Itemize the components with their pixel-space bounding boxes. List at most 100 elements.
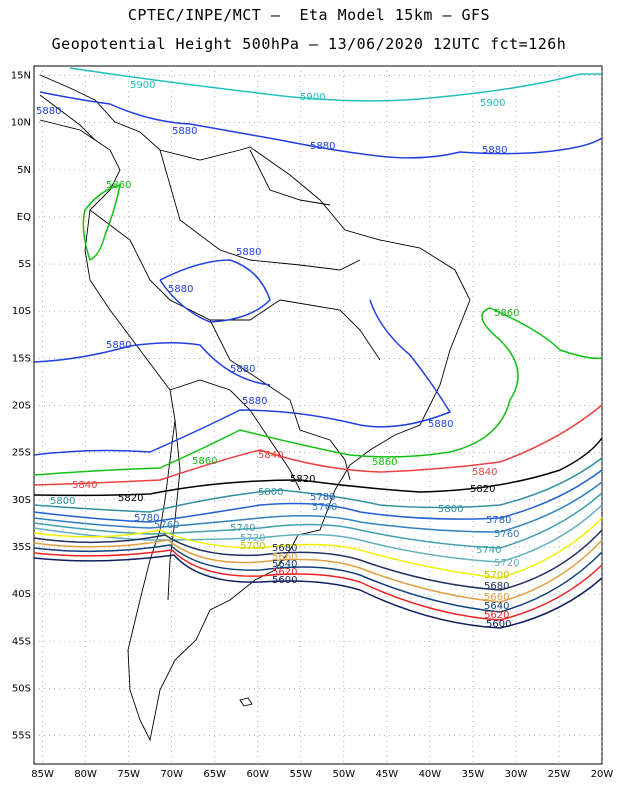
lat-tick-label: EQ xyxy=(17,212,31,223)
contour-label: 5880 xyxy=(242,396,267,407)
contour-label: 5700 xyxy=(240,541,265,552)
contour-label: 5880 xyxy=(106,340,131,351)
country-border-2 xyxy=(89,209,281,321)
lat-tick-label: 40S xyxy=(12,589,31,600)
contour-label: 5800 xyxy=(438,504,463,515)
country-border-5 xyxy=(167,419,181,601)
map-subtitle: Geopotential Height 500hPa – 13/06/2020 … xyxy=(51,35,567,53)
contour-5880-west xyxy=(33,341,271,386)
lat-tick-label: 55S xyxy=(12,731,31,742)
contour-label: 5860 xyxy=(372,457,397,468)
contour-labels: 5900 5900 5900 5880 5880 5880 5880 5880 … xyxy=(36,80,519,630)
lat-tick-label: 45S xyxy=(12,636,31,647)
contour-5760 xyxy=(33,481,603,533)
lon-tick-label: 65W xyxy=(203,769,226,780)
contour-label: 5660 xyxy=(272,552,297,563)
contour-5620 xyxy=(33,549,603,621)
lat-tick-label: 5S xyxy=(18,259,31,270)
contour-label: 5880 xyxy=(168,284,193,295)
contour-label: 5620 xyxy=(484,610,509,621)
lon-tick-label: 25W xyxy=(548,769,571,780)
contour-label: 5600 xyxy=(272,575,297,586)
contour-5900 xyxy=(69,67,602,102)
contour-5700 xyxy=(33,517,603,579)
contour-label: 5900 xyxy=(480,98,505,109)
lat-tick-label: 5N xyxy=(17,165,31,176)
contour-label: 5900 xyxy=(300,92,325,103)
contour-5780 xyxy=(33,469,603,523)
lon-tick-label: 75W xyxy=(117,769,140,780)
lat-tick-label: 10S xyxy=(12,306,31,317)
contour-5800 xyxy=(33,457,603,513)
contour-label: 5880 xyxy=(236,247,261,258)
lon-tick-label: 80W xyxy=(74,769,97,780)
contour-label: 5860 xyxy=(494,308,519,319)
contour-label: 5660 xyxy=(484,592,509,603)
contour-label: 5820 xyxy=(118,493,143,504)
contour-label: 5860 xyxy=(106,180,131,191)
central-america-coastline xyxy=(39,119,96,141)
contour-label: 5880 xyxy=(230,364,255,375)
contour-5820 xyxy=(33,437,603,497)
south-america-coastline xyxy=(39,74,471,742)
contour-label: 5820 xyxy=(290,474,315,485)
contour-5860-main xyxy=(33,307,603,476)
lat-tick-label: 25S xyxy=(12,448,31,459)
axis-ticks: 15N 10N 5N EQ 5S 10S 15S 20S 25S 30S 35S 40S 45S 50S 5… xyxy=(11,70,614,780)
contour-label: 5880 xyxy=(482,145,507,156)
contour-label: 5760 xyxy=(494,529,519,540)
contour-label: 5780 xyxy=(134,513,159,524)
country-border-3 xyxy=(209,319,331,441)
contour-label: 5880 xyxy=(172,126,197,137)
country-border-1 xyxy=(159,149,361,271)
lon-tick-label: 60W xyxy=(246,769,269,780)
lon-tick-label: 30W xyxy=(505,769,528,780)
contour-5600 xyxy=(33,554,603,629)
contour-5880-inner xyxy=(159,259,271,323)
contour-label: 5880 xyxy=(36,106,61,117)
contour-5880-south xyxy=(33,299,452,456)
contour-label: 5880 xyxy=(310,141,335,152)
lon-tick-label: 35W xyxy=(462,769,485,780)
contour-label: 5760 xyxy=(154,520,179,531)
contour-5680 xyxy=(33,529,603,591)
contour-label: 5800 xyxy=(258,487,283,498)
lon-tick-label: 85W xyxy=(31,769,54,780)
contour-label: 5900 xyxy=(130,80,155,91)
country-border-6 xyxy=(329,439,351,481)
lon-tick-label: 50W xyxy=(333,769,356,780)
map-title: CPTEC/INPE/MCT – Eta Model 15km – GFS xyxy=(127,6,491,24)
lat-tick-label: 50S xyxy=(12,684,31,695)
contour-label: 5740 xyxy=(230,523,255,534)
contour-label: 5820 xyxy=(470,484,495,495)
contour-label: 5620 xyxy=(272,567,297,578)
contour-label: 5840 xyxy=(472,467,497,478)
contour-5840 xyxy=(33,404,603,486)
lon-tick-label: 40W xyxy=(419,769,442,780)
contour-5660 xyxy=(33,539,603,603)
lat-tick-label: 15N xyxy=(11,70,31,81)
contour-label: 5780 xyxy=(486,515,511,526)
contour-label: 5740 xyxy=(476,545,501,556)
contour-label: 5680 xyxy=(484,581,509,592)
contour-5640 xyxy=(33,544,603,613)
country-border-8 xyxy=(279,299,381,361)
lon-tick-label: 20W xyxy=(591,769,614,780)
contour-label: 5840 xyxy=(258,450,283,461)
contour-label: 5860 xyxy=(192,456,217,467)
lon-tick-label: 55W xyxy=(289,769,312,780)
country-border-7 xyxy=(249,149,331,206)
contour-layer xyxy=(33,67,603,629)
lon-tick-label: 45W xyxy=(376,769,399,780)
contour-label: 5880 xyxy=(428,419,453,430)
lat-tick-label: 35S xyxy=(12,542,31,553)
contour-5860-north xyxy=(82,183,121,261)
contour-label: 5720 xyxy=(494,558,519,569)
contour-label: 5720 xyxy=(240,533,265,544)
contour-label: 5640 xyxy=(272,559,297,570)
contour-label: 5780 xyxy=(310,492,335,503)
contour-label: 5600 xyxy=(486,619,511,630)
lat-tick-label: 20S xyxy=(12,401,31,412)
contour-label: 5840 xyxy=(72,480,97,491)
